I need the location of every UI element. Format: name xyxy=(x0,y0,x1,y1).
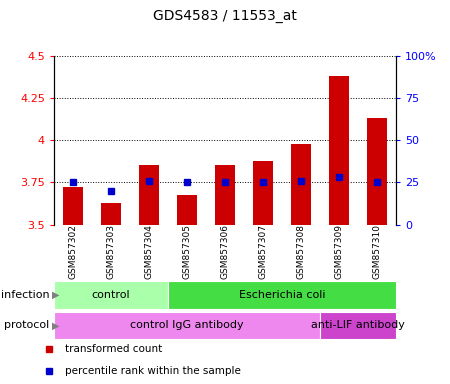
Bar xyxy=(215,165,235,225)
Text: GSM857306: GSM857306 xyxy=(220,224,230,279)
Bar xyxy=(168,281,396,309)
Bar xyxy=(54,281,168,309)
Text: control IgG antibody: control IgG antibody xyxy=(130,320,244,331)
Bar xyxy=(54,312,320,339)
Text: ▶: ▶ xyxy=(52,320,59,331)
Text: GSM857302: GSM857302 xyxy=(68,224,77,279)
Text: GSM857303: GSM857303 xyxy=(107,224,116,279)
Bar xyxy=(320,312,396,339)
Text: GSM857308: GSM857308 xyxy=(297,224,306,279)
Text: GSM857305: GSM857305 xyxy=(183,224,192,279)
Bar xyxy=(63,187,83,225)
Bar xyxy=(100,203,122,225)
Bar xyxy=(176,195,198,225)
Text: anti-LIF antibody: anti-LIF antibody xyxy=(311,320,405,331)
Bar xyxy=(252,161,274,225)
Text: ▶: ▶ xyxy=(52,290,59,300)
Text: protocol: protocol xyxy=(4,320,50,331)
Text: GSM857307: GSM857307 xyxy=(258,224,267,279)
Bar xyxy=(367,118,387,225)
Text: transformed count: transformed count xyxy=(65,344,162,354)
Bar xyxy=(139,165,159,225)
Text: GSM857309: GSM857309 xyxy=(334,224,343,279)
Text: GSM857310: GSM857310 xyxy=(373,224,382,279)
Bar xyxy=(291,144,311,225)
Bar xyxy=(328,76,350,225)
Text: GDS4583 / 11553_at: GDS4583 / 11553_at xyxy=(153,9,297,23)
Text: percentile rank within the sample: percentile rank within the sample xyxy=(65,366,241,376)
Text: Escherichia coli: Escherichia coli xyxy=(239,290,325,300)
Text: GSM857304: GSM857304 xyxy=(144,224,153,279)
Text: infection: infection xyxy=(1,290,50,300)
Text: control: control xyxy=(92,290,130,300)
